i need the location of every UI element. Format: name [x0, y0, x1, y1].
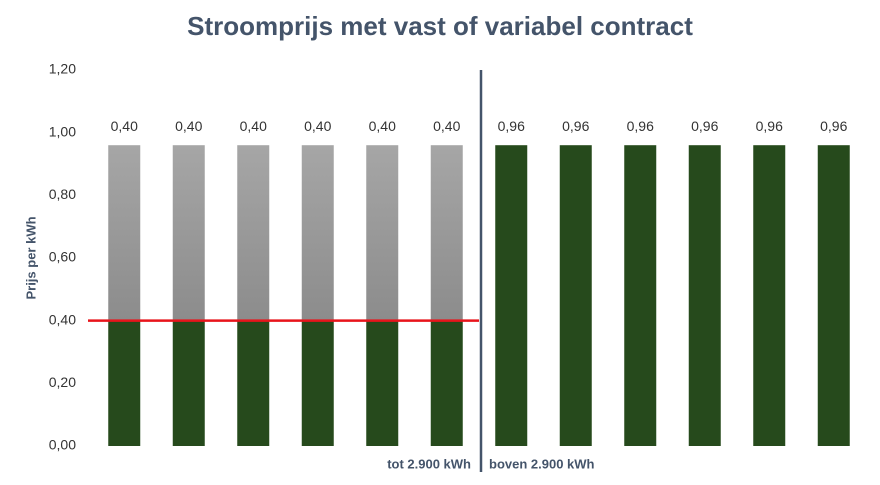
bar-segment — [172, 320, 205, 446]
y-tick-label: 0,20 — [49, 374, 76, 390]
bar-segment — [301, 320, 334, 446]
value-label: 0,40 — [175, 118, 202, 134]
value-label: 0,96 — [562, 118, 589, 134]
bar-segment — [430, 145, 463, 321]
bar-segment — [237, 145, 270, 321]
y-tick-label: 0,00 — [49, 437, 76, 453]
y-tick-label: 1,00 — [49, 123, 76, 139]
y-tick-label: 0,60 — [49, 249, 76, 265]
bar-segment — [559, 145, 592, 446]
value-label: 0,96 — [691, 118, 718, 134]
bar-segment — [301, 145, 334, 321]
bar-segment — [108, 145, 141, 321]
value-label: 0,96 — [627, 118, 654, 134]
y-tick-label: 0,40 — [49, 311, 76, 327]
bar-segment — [753, 145, 786, 446]
value-label: 0,96 — [820, 118, 847, 134]
y-tick-label: 1,20 — [49, 61, 76, 77]
value-label: 0,40 — [369, 118, 396, 134]
group-label: tot 2.900 kWh — [387, 456, 471, 471]
bar-segment — [237, 320, 270, 446]
bar-segment — [430, 320, 463, 446]
bar-segment — [366, 320, 399, 446]
value-label: 0,96 — [498, 118, 525, 134]
bar-segment — [817, 145, 850, 446]
bar-segment — [366, 145, 399, 321]
value-label: 0,40 — [304, 118, 331, 134]
chart-title: Stroomprijs met vast of variabel contrac… — [187, 11, 693, 41]
group-label: boven 2.900 kWh — [489, 456, 595, 471]
bar-segment — [624, 145, 657, 446]
value-label: 0,40 — [111, 118, 138, 134]
value-label: 0,40 — [240, 118, 267, 134]
value-label: 0,40 — [433, 118, 460, 134]
bar-segment — [495, 145, 528, 446]
bar-segment — [172, 145, 205, 321]
bar-segment — [108, 320, 141, 446]
value-label: 0,96 — [756, 118, 783, 134]
y-tick-label: 0,80 — [49, 186, 76, 202]
bar-segment — [688, 145, 721, 446]
y-axis-label: Prijs per kWh — [23, 216, 38, 299]
